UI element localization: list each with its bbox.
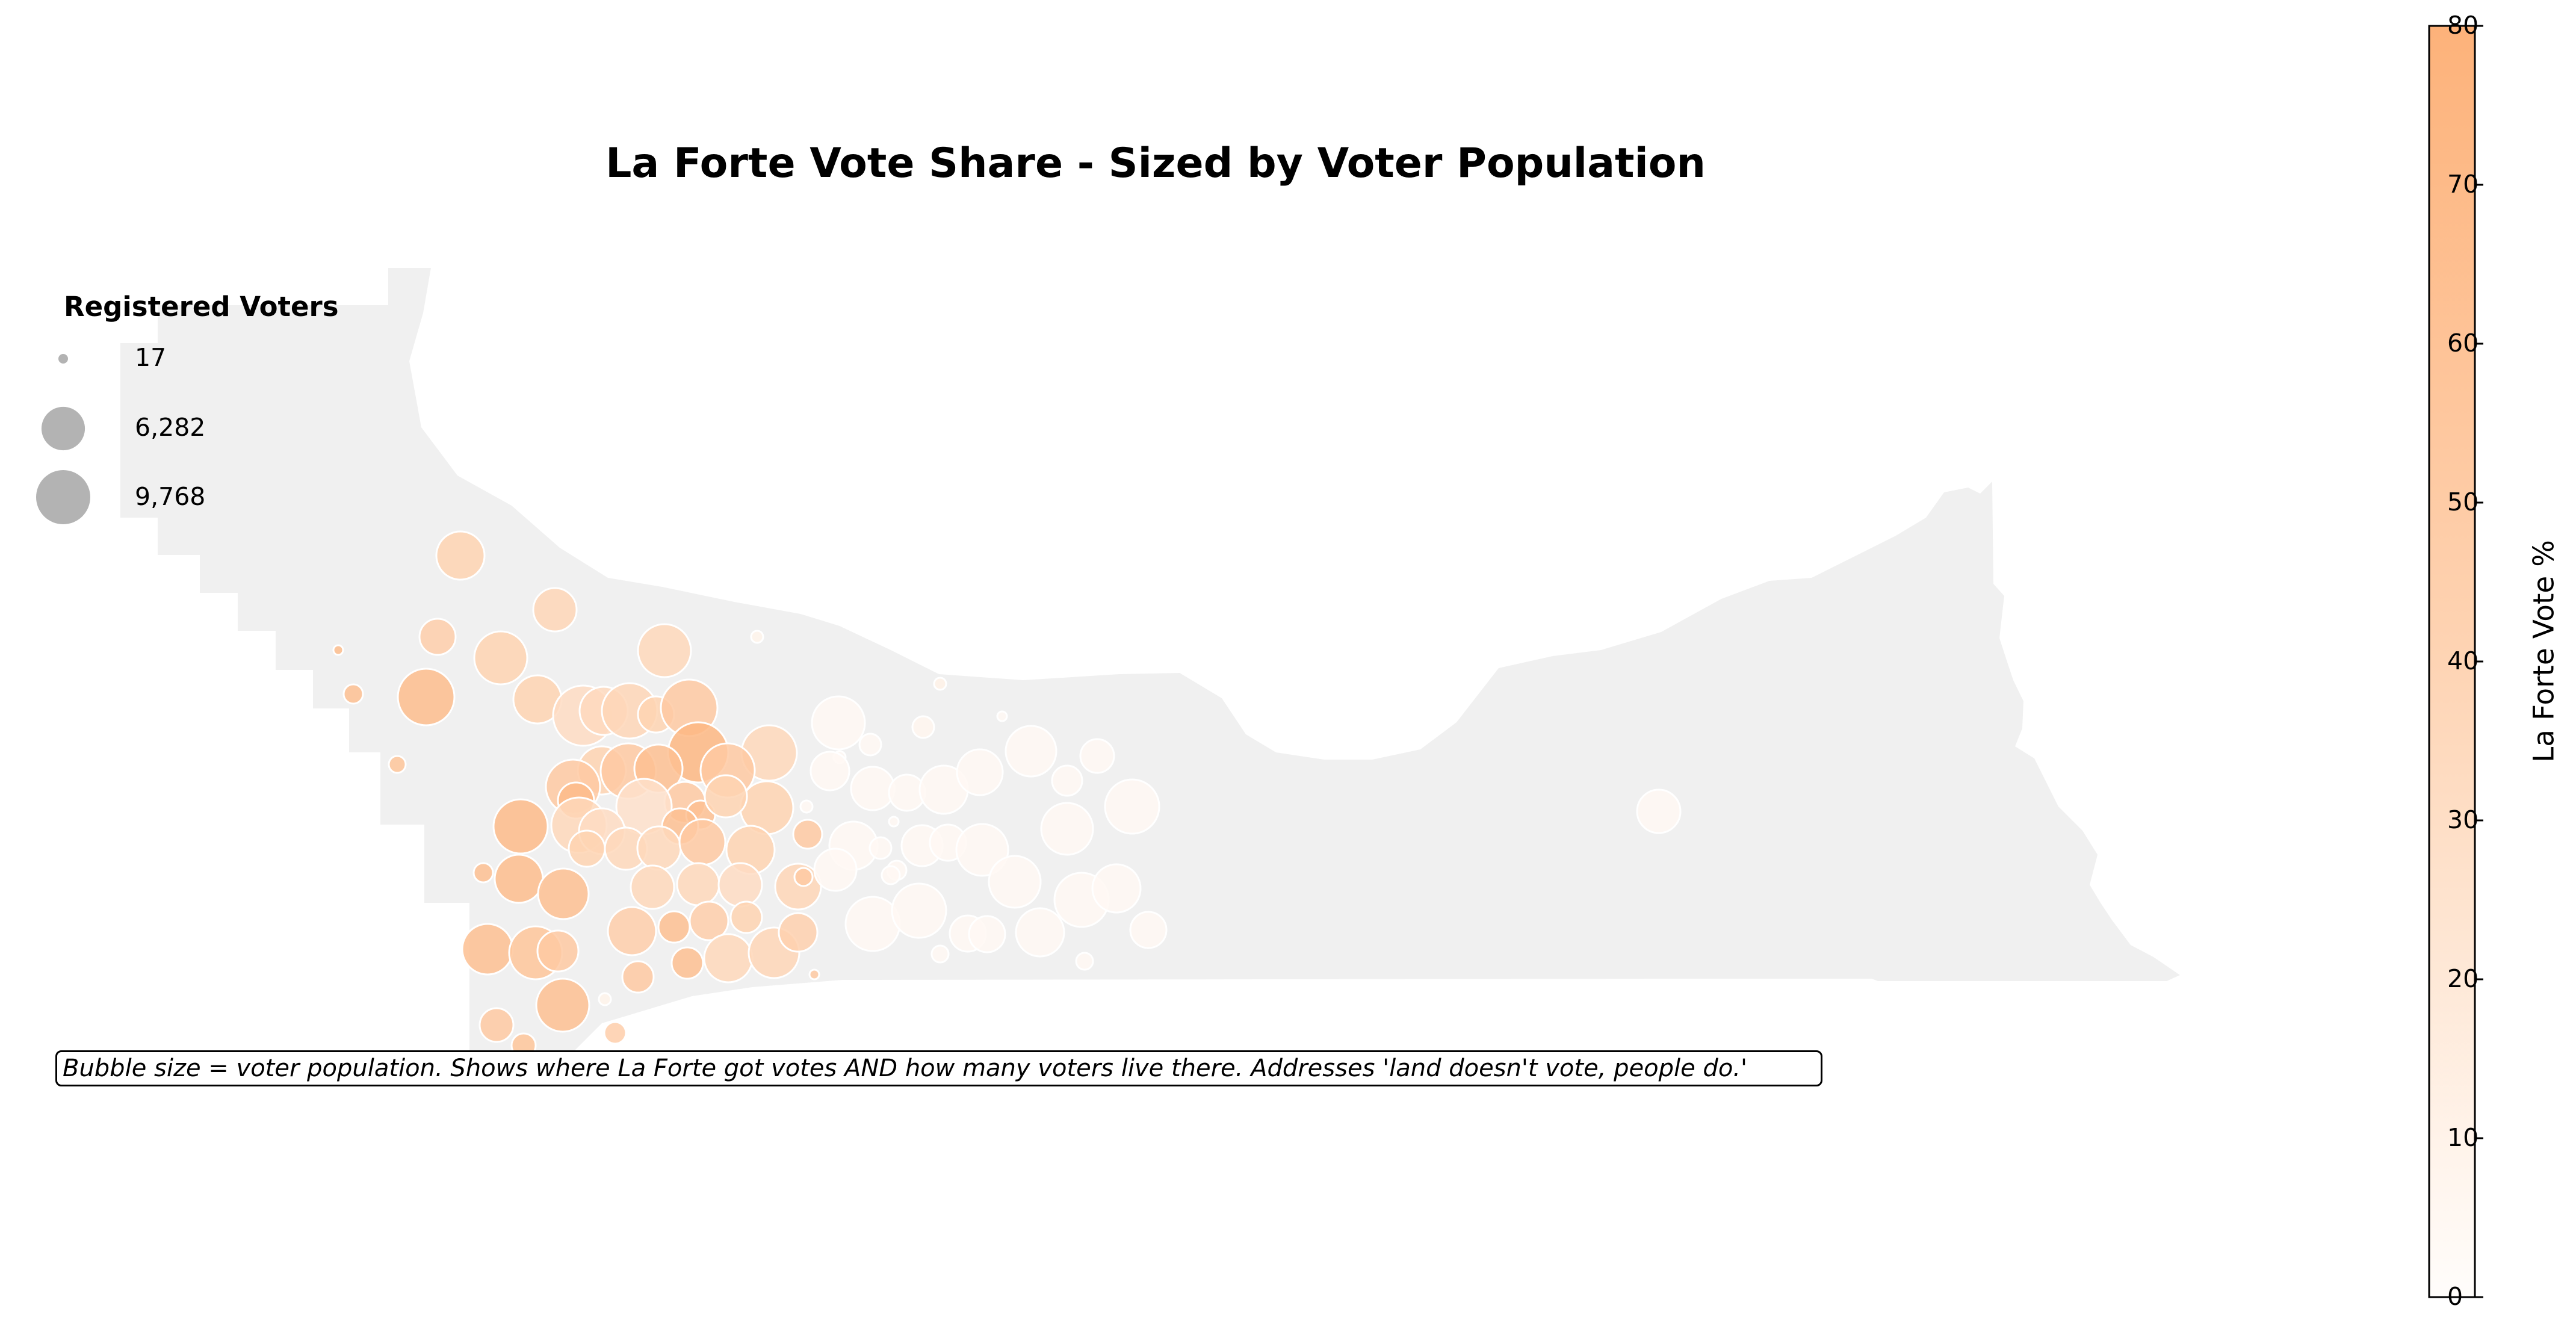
precinct-bubble xyxy=(478,1007,515,1043)
precinct-bubble xyxy=(1040,802,1094,856)
colorbar-title: La Forte Vote % xyxy=(2527,540,2561,763)
colorbar-tick-label: 20 xyxy=(2447,964,2479,993)
colorbar-tick-label: 30 xyxy=(2447,805,2479,834)
precinct-bubble xyxy=(1091,863,1142,914)
precinct-bubble xyxy=(568,829,606,868)
precinct-bubble xyxy=(657,910,691,944)
size-legend-marker xyxy=(58,354,68,364)
precinct-bubble xyxy=(813,847,858,892)
precinct-bubble xyxy=(607,906,657,956)
precinct-bubble xyxy=(461,923,514,976)
colorbar-tick-label: 0 xyxy=(2447,1282,2463,1311)
precinct-bubble xyxy=(808,968,820,980)
precinct-bubble xyxy=(332,644,344,656)
precinct-bubble xyxy=(1129,911,1168,949)
precinct-bubble xyxy=(933,677,947,691)
colorbar-ticks xyxy=(2475,25,2483,1298)
precinct-bubble xyxy=(473,630,528,686)
precinct-bubble xyxy=(397,668,456,726)
precinct-bubble xyxy=(1075,952,1094,971)
colorbar-tick-label: 50 xyxy=(2447,488,2479,516)
precinct-bubble xyxy=(778,912,819,953)
chart-title: La Forte Vote Share - Sized by Voter Pop… xyxy=(605,140,1706,187)
precinct-bubble xyxy=(810,751,850,792)
precinct-bubble xyxy=(858,733,882,757)
precinct-bubble xyxy=(729,900,763,934)
precinct-bubble xyxy=(704,774,748,819)
precinct-bubble xyxy=(342,683,364,705)
annotation-note: Bubble size = voter population. Shows wh… xyxy=(55,1050,1822,1086)
precinct-bubble xyxy=(536,929,580,973)
precinct-bubble xyxy=(637,623,692,678)
precinct-bubble xyxy=(881,865,901,885)
size-legend-marker xyxy=(36,470,90,524)
size-legend-title: Registered Voters xyxy=(64,291,339,323)
precinct-bubble xyxy=(494,853,544,904)
precinct-bubble xyxy=(1104,778,1160,835)
precinct-bubble xyxy=(537,867,590,920)
colorbar-tick-label: 10 xyxy=(2447,1123,2479,1152)
precinct-bubble xyxy=(955,823,1009,877)
precinct-bubble xyxy=(1636,788,1682,834)
colorbar-tick-label: 70 xyxy=(2447,170,2479,199)
precinct-bubble xyxy=(1079,738,1115,774)
colorbar-tick-label: 60 xyxy=(2447,329,2479,358)
size-legend-markers xyxy=(36,354,90,524)
precinct-bubble xyxy=(630,864,675,910)
precinct-bubble xyxy=(1005,725,1057,778)
precinct-bubble xyxy=(792,819,823,850)
precinct-bubble xyxy=(1051,764,1083,797)
size-legend-label-small: 17 xyxy=(135,343,167,372)
precinct-bubble xyxy=(968,915,1006,953)
precinct-bubble xyxy=(891,882,947,939)
precinct-bubble xyxy=(799,799,814,814)
precinct-bubble xyxy=(535,977,590,1033)
colorbar-tick-label: 40 xyxy=(2447,646,2479,675)
precinct-bubble xyxy=(472,862,494,884)
precinct-bubble xyxy=(930,944,950,964)
precinct-bubble xyxy=(1015,907,1065,958)
precinct-bubble xyxy=(868,836,893,860)
precinct-bubble xyxy=(532,587,578,633)
precinct-bubble xyxy=(676,862,720,906)
precinct-bubble xyxy=(996,710,1008,722)
precinct-bubble xyxy=(717,862,763,908)
precinct-bubble xyxy=(703,933,754,984)
bubble-layer xyxy=(332,530,1682,1059)
colorbar-tick-label: 80 xyxy=(2447,11,2479,40)
precinct-bubble xyxy=(678,818,726,866)
precinct-bubble xyxy=(850,766,896,811)
precinct-bubble xyxy=(598,992,612,1006)
precinct-bubble xyxy=(911,715,935,739)
precinct-bubble xyxy=(793,867,814,887)
size-legend-marker xyxy=(41,406,85,451)
precinct-bubble xyxy=(811,695,866,751)
precinct-bubble xyxy=(388,755,407,774)
precinct-bubble xyxy=(435,530,486,581)
precinct-bubble xyxy=(750,630,764,644)
precinct-bubble xyxy=(418,618,457,656)
precinct-bubble xyxy=(956,748,1004,796)
precinct-bubble xyxy=(670,946,704,980)
precinct-bubble xyxy=(689,900,729,941)
precinct-bubble xyxy=(888,816,900,828)
precinct-bubble xyxy=(492,798,549,855)
precinct-bubble xyxy=(988,855,1042,909)
precinct-bubble xyxy=(603,1021,627,1045)
size-legend-label-medium: 6,282 xyxy=(135,413,206,442)
precinct-bubble xyxy=(621,960,655,994)
precinct-bubble xyxy=(636,825,682,871)
size-legend-label-large: 9,768 xyxy=(135,482,206,511)
